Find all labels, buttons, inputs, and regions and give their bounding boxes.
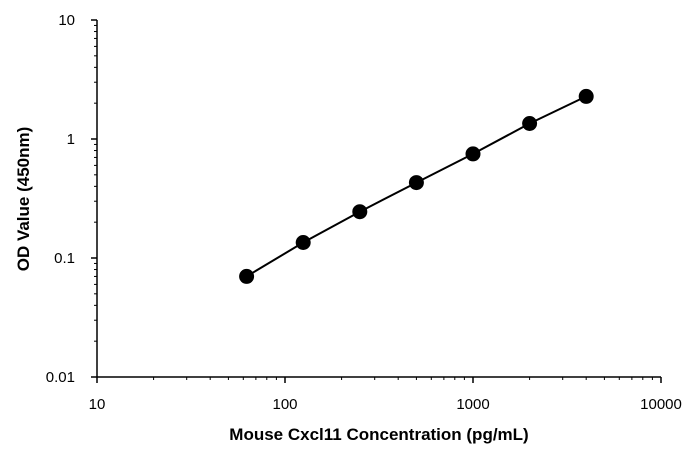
x-tick-label: 100 — [272, 396, 297, 413]
plot-area — [239, 88, 594, 284]
x-tick-label: 1000 — [456, 396, 489, 413]
data-point — [239, 268, 255, 284]
x-tick-label: 10000 — [640, 396, 682, 413]
y-tick-label: 0.1 — [54, 250, 75, 267]
y-tick-label: 1 — [67, 131, 75, 148]
x-axis: 10 100 1000 10000 — [89, 376, 682, 413]
data-point — [465, 146, 481, 162]
x-axis-title: Mouse Cxcl11 Concentration (pg/mL) — [229, 425, 528, 444]
y-axis: 0.01 0.1 1 10 — [46, 12, 98, 386]
data-point — [578, 88, 594, 104]
data-point — [352, 204, 368, 220]
y-axis-title: OD Value (450nm) — [14, 127, 33, 272]
x-tick-label: 10 — [89, 396, 106, 413]
data-point — [522, 116, 538, 131]
y-tick-label: 10 — [58, 12, 75, 29]
y-tick-label: 0.01 — [46, 369, 75, 386]
data-point — [295, 235, 311, 250]
data-point — [408, 175, 424, 191]
